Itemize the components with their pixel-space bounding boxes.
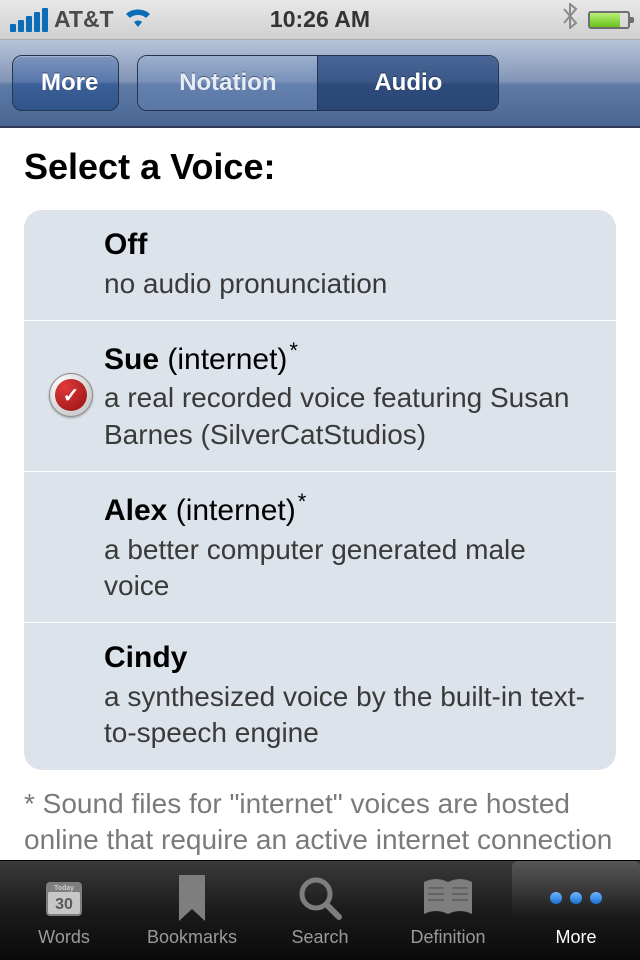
tab-more[interactable]: More: [512, 861, 640, 960]
tab-label: Search: [291, 927, 348, 948]
voice-title: Alex (internet)*: [104, 488, 596, 530]
asterisk: *: [289, 338, 298, 363]
tab-bookmarks[interactable]: Bookmarks: [128, 861, 256, 960]
voice-title: Cindy: [104, 639, 596, 677]
voice-row[interactable]: ✓Sue (internet)*a real recorded voice fe…: [24, 321, 616, 472]
tab-search[interactable]: Search: [256, 861, 384, 960]
tab-label: Definition: [410, 927, 485, 948]
tab-audio[interactable]: Audio: [318, 56, 498, 110]
more-icon: [550, 873, 602, 923]
segmented-control: Notation Audio: [137, 55, 499, 111]
tab-bar: Today 30 Words Bookmarks Search Definiti…: [0, 860, 640, 960]
tab-words[interactable]: Today 30 Words: [0, 861, 128, 960]
voice-text: Offno audio pronunciation: [104, 226, 596, 302]
tab-label: More: [555, 927, 596, 948]
page-title: Select a Voice:: [24, 146, 616, 188]
book-icon: [422, 873, 474, 923]
signal-icon: [10, 8, 48, 32]
bookmark-icon: [175, 873, 209, 923]
status-bar: AT&T 10:26 AM: [0, 0, 640, 40]
back-label: More: [41, 69, 98, 97]
voice-check-col: ✓: [38, 337, 104, 453]
wifi-icon: [124, 5, 152, 34]
battery-icon: [588, 11, 630, 29]
status-time: 10:26 AM: [270, 6, 370, 33]
calendar-icon: Today 30: [42, 873, 86, 923]
voice-text: Cindya synthesized voice by the built-in…: [104, 639, 596, 751]
bluetooth-icon: [562, 3, 578, 36]
svg-text:30: 30: [55, 896, 73, 913]
search-icon: [297, 873, 343, 923]
back-button[interactable]: More: [12, 55, 119, 111]
voice-title: Sue (internet)*: [104, 337, 596, 379]
voice-desc: a better computer generated male voice: [104, 532, 596, 605]
voice-check-col: [38, 226, 104, 302]
voice-desc: no audio pronunciation: [104, 266, 596, 302]
voice-desc: a synthesized voice by the built-in text…: [104, 679, 596, 752]
tab-label: Words: [38, 927, 90, 948]
nav-bar: More Notation Audio: [0, 40, 640, 128]
tab-label: Bookmarks: [147, 927, 237, 948]
voice-check-col: [38, 488, 104, 604]
tab-definition[interactable]: Definition: [384, 861, 512, 960]
voice-row[interactable]: Offno audio pronunciation: [24, 210, 616, 321]
voice-title: Off: [104, 226, 596, 264]
voice-row[interactable]: Cindya synthesized voice by the built-in…: [24, 623, 616, 769]
carrier-label: AT&T: [54, 6, 114, 33]
checkmark-icon: ✓: [49, 373, 93, 417]
svg-text:Today: Today: [54, 885, 74, 892]
voice-check-col: [38, 639, 104, 751]
tab-notation[interactable]: Notation: [138, 56, 318, 110]
voice-text: Sue (internet)*a real recorded voice fea…: [104, 337, 596, 453]
voice-text: Alex (internet)*a better computer genera…: [104, 488, 596, 604]
voice-list: Offno audio pronunciation✓Sue (internet)…: [24, 210, 616, 770]
voice-row[interactable]: Alex (internet)*a better computer genera…: [24, 472, 616, 623]
content: Select a Voice: Offno audio pronunciatio…: [0, 128, 640, 770]
asterisk: *: [298, 489, 307, 514]
voice-desc: a real recorded voice featuring Susan Ba…: [104, 380, 596, 453]
